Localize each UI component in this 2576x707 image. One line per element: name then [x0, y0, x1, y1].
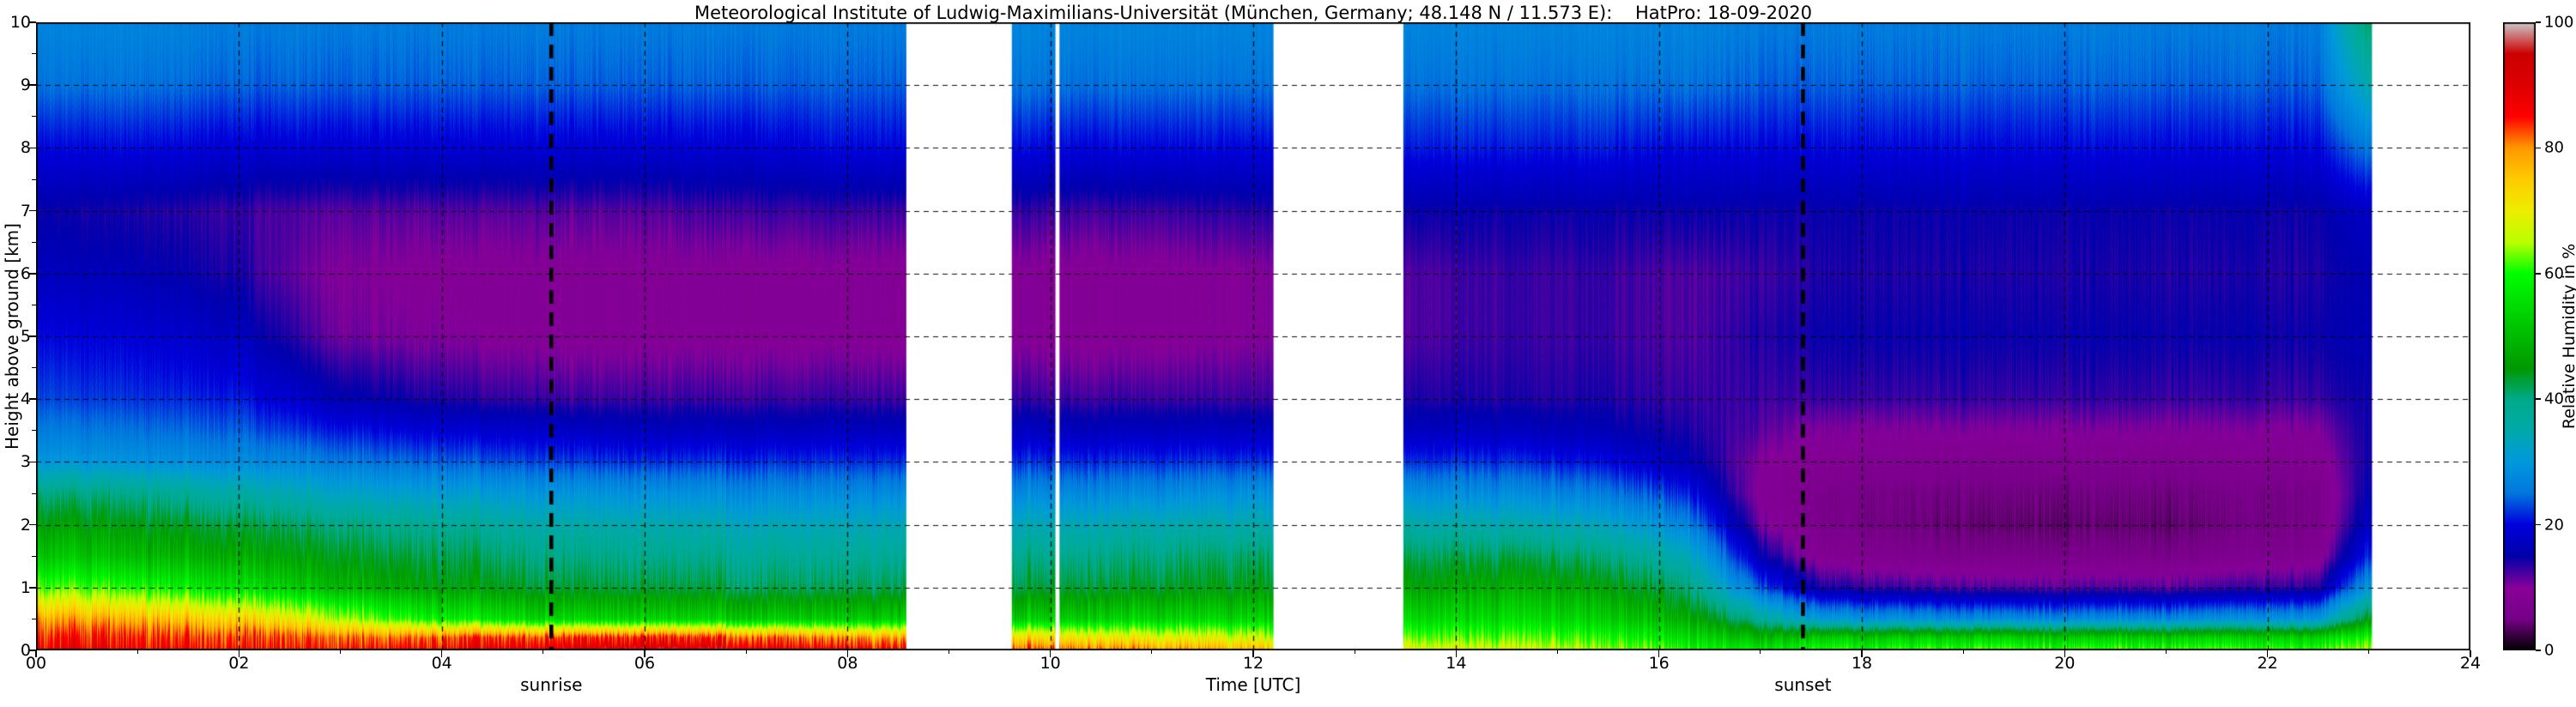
- x-minor-tick-mark: [1557, 650, 1558, 654]
- x-tick-mark: [1252, 650, 1254, 657]
- x-minor-tick-mark: [340, 650, 341, 654]
- y-tick-mark: [29, 398, 36, 400]
- y-tick-mark: [29, 523, 36, 526]
- colorbar-tick-label: 60: [2544, 264, 2564, 283]
- x-tick-mark: [1658, 650, 1660, 657]
- x-minor-tick-mark: [2368, 650, 2370, 654]
- x-tick-mark: [1049, 650, 1052, 657]
- y-tick-mark: [29, 335, 36, 337]
- y-tick-mark: [29, 650, 36, 651]
- x-minor-tick-mark: [745, 650, 747, 654]
- colorbar-tick-label: 20: [2544, 516, 2564, 535]
- colorbar-tick-label: 100: [2544, 13, 2574, 32]
- y-minor-tick-mark: [32, 178, 36, 180]
- chart-title: Meteorological Institute of Ludwig-Maxim…: [694, 3, 1813, 23]
- y-tick-mark: [29, 21, 36, 23]
- colorbar-tick-mark: [2536, 147, 2541, 149]
- sunset-label: sunset: [1774, 674, 1832, 695]
- y-tick-label: 7: [20, 201, 31, 221]
- colorbar-tick-mark: [2536, 650, 2541, 651]
- y-minor-tick-mark: [32, 555, 36, 557]
- x-tick-label: 02: [228, 654, 250, 673]
- x-minor-tick-mark: [1760, 650, 1761, 654]
- y-tick-label: 0: [20, 641, 31, 660]
- colorbar-canvas: [2503, 22, 2536, 650]
- y-tick-label: 5: [20, 327, 31, 346]
- y-tick-mark: [29, 461, 36, 463]
- y-minor-tick-mark: [32, 430, 36, 432]
- y-minor-tick-mark: [32, 367, 36, 369]
- x-tick-label: 16: [1648, 654, 1670, 673]
- x-tick-mark: [440, 650, 443, 657]
- x-tick-label: 00: [25, 654, 47, 673]
- y-tick-label: 9: [20, 76, 31, 95]
- y-tick-mark: [29, 587, 36, 589]
- colorbar-tick-mark: [2536, 398, 2541, 400]
- x-tick-label: 20: [2054, 654, 2076, 673]
- x-minor-tick-mark: [136, 650, 138, 654]
- x-tick-label: 12: [1242, 654, 1264, 673]
- x-tick-label: 24: [2459, 654, 2482, 673]
- x-tick-mark: [2266, 650, 2269, 657]
- humidity-heatmap-canvas: [36, 22, 2470, 650]
- x-tick-mark: [2064, 650, 2066, 657]
- y-tick-label: 4: [20, 390, 31, 409]
- y-minor-tick-mark: [32, 53, 36, 55]
- y-tick-label: 2: [20, 515, 31, 535]
- y-tick-label: 6: [20, 263, 31, 283]
- colorbar-tick-label: 40: [2544, 390, 2564, 408]
- y-minor-tick-mark: [32, 241, 36, 243]
- x-tick-mark: [238, 650, 240, 657]
- x-tick-label: 10: [1039, 654, 1061, 673]
- y-minor-tick-mark: [32, 492, 36, 494]
- y-tick-mark: [29, 147, 36, 149]
- x-tick-mark: [35, 650, 37, 657]
- x-tick-mark: [2470, 650, 2471, 657]
- x-axis-label: Time [UTC]: [1205, 674, 1301, 695]
- y-tick-mark: [29, 273, 36, 275]
- y-tick-label: 3: [20, 452, 31, 472]
- x-tick-mark: [846, 650, 849, 657]
- y-tick-label: 10: [9, 13, 31, 32]
- y-tick-label: 1: [20, 577, 31, 597]
- y-tick-mark: [29, 84, 36, 86]
- colorbar-tick-mark: [2536, 21, 2541, 23]
- x-minor-tick-mark: [542, 650, 544, 654]
- x-tick-label: 08: [837, 654, 858, 673]
- colorbar-tick-label: 80: [2544, 138, 2564, 157]
- x-tick-label: 22: [2257, 654, 2278, 673]
- x-tick-label: 18: [1851, 654, 1873, 673]
- colorbar-tick-label: 0: [2544, 641, 2555, 660]
- y-minor-tick-mark: [32, 116, 36, 118]
- x-minor-tick-mark: [1151, 650, 1153, 654]
- y-tick-label: 8: [20, 138, 31, 158]
- sunrise-label: sunrise: [520, 674, 583, 695]
- x-tick-mark: [1455, 650, 1458, 657]
- x-tick-mark: [1861, 650, 1863, 657]
- x-minor-tick-mark: [1962, 650, 1964, 654]
- x-tick-mark: [644, 650, 646, 657]
- colorbar-tick-mark: [2536, 523, 2541, 526]
- x-minor-tick-mark: [2166, 650, 2167, 654]
- x-tick-label: 04: [431, 654, 452, 673]
- x-tick-label: 06: [633, 654, 656, 673]
- y-tick-mark: [29, 209, 36, 212]
- x-tick-label: 14: [1446, 654, 1467, 673]
- colorbar-tick-mark: [2536, 273, 2541, 275]
